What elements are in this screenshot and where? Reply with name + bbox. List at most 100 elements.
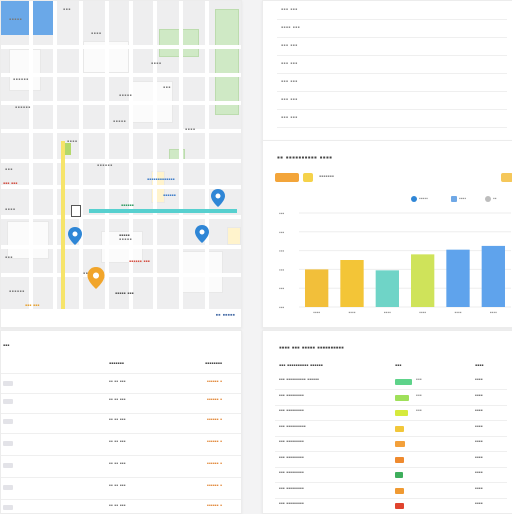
report-title: ▪▪▪▪ ▪▪▪ ▪▪▪▪▪ ▪▪▪▪▪▪▪▪▪▪ [279, 343, 344, 352]
table-row[interactable]: ▪▪ ▪▪ ▪▪▪ ▪▪▪▪▪▪ ▪ [1, 503, 241, 513]
data-table: ▪▪▪ ▪▪▪▪▪▪▪ ▪▪▪▪▪▪▪▪ ▪▪ ▪▪ ▪▪▪ ▪▪▪▪▪▪ ▪ ▪… [0, 330, 242, 514]
transit-station-icon [71, 205, 81, 217]
park-area [215, 9, 239, 115]
street-label: ▪▪▪▪ [5, 207, 16, 213]
row-label: ▪▪▪ ▪▪▪▪▪▪▪▪▪ [279, 501, 304, 507]
table-row[interactable]: ▪▪▪ ▪▪▪▪▪▪▪▪▪ ▪▪▪ ▪▪▪▪ [263, 408, 512, 421]
highway-marker [65, 143, 71, 155]
table-row[interactable]: ▪▪▪ ▪▪▪▪▪▪▪▪▪ ▪▪▪▪ [263, 439, 512, 452]
x-tick-label: ▪▪▪▪ [454, 310, 461, 316]
poi-label[interactable]: ▪▪▪ ▪▪▪ [25, 303, 40, 309]
chart-bar[interactable] [375, 270, 399, 307]
bar-value: ▪▪▪ [416, 377, 422, 383]
filter-chip[interactable] [303, 173, 313, 182]
bar-value: ▪▪▪ [416, 408, 422, 414]
progress-bar [395, 410, 408, 416]
street-label: ▪▪▪▪ [151, 61, 162, 67]
chart-bar[interactable] [446, 249, 470, 307]
poi-label[interactable]: ▪▪▪▪▪ ▪▪▪ [115, 291, 134, 297]
x-tick-label: ▪▪▪▪ [313, 310, 320, 316]
list-item[interactable]: ▪▪▪ ▪▪▪ [277, 97, 507, 110]
street-label: ▪▪▪ [63, 7, 71, 13]
table-row[interactable]: ▪▪▪ ▪▪▪▪▪▪▪▪▪ ▪▪▪▪ [263, 470, 512, 483]
chart-panel: ▪▪ ▪▪▪▪▪▪▪▪▪▪ ▪▪▪▪ ▪▪▪▪▪▪▪ ▪▪▪▪▪ ▪▪▪▪ ▪▪… [262, 140, 512, 328]
filter-chip[interactable] [501, 173, 512, 182]
row-label: ▪▪▪ ▪▪▪▪▪▪▪▪▪▪ ▪▪▪▪▪▪ [279, 377, 320, 383]
street-label: ▪▪▪▪ [67, 139, 78, 145]
y-tick-label: ▪▪▪ [279, 230, 285, 236]
filter-chip[interactable] [275, 173, 299, 182]
street-label: ▪▪▪ [5, 167, 13, 173]
poi-label[interactable]: ▪▪▪▪▪▪ ▪▪▪ [129, 259, 150, 265]
row-label: ▪▪▪ ▪▪▪▪▪▪▪▪▪ [279, 408, 304, 414]
street-label: ▪▪▪▪▪▪ [97, 163, 113, 169]
list-item[interactable]: ▪▪▪▪ ▪▪▪ [277, 25, 507, 38]
column-header[interactable]: ▪▪▪▪ [475, 363, 484, 369]
poi-label[interactable]: ▪▪▪▪▪ [119, 233, 130, 239]
street-label: ▪▪▪▪ [91, 31, 102, 37]
street-label: ▪▪▪ [83, 271, 91, 277]
table-row[interactable]: ▪▪ ▪▪ ▪▪▪ ▪▪▪▪▪▪ ▪ [1, 483, 241, 493]
list-item[interactable]: ▪▪▪ ▪▪▪ [277, 61, 507, 74]
row-value: ▪▪▪▪ [475, 501, 483, 507]
filter-row: ▪▪▪▪▪▪▪ [275, 173, 512, 185]
table-row[interactable]: ▪▪ ▪▪ ▪▪▪ ▪▪▪▪▪▪ ▪ [1, 439, 241, 449]
progress-bar [395, 487, 404, 494]
progress-bar [395, 441, 405, 447]
table-row[interactable]: ▪▪ ▪▪ ▪▪▪ ▪▪▪▪▪▪ ▪ [1, 379, 241, 389]
report-panel: ▪▪▪▪ ▪▪▪ ▪▪▪▪▪ ▪▪▪▪▪▪▪▪▪▪ ▪▪▪ ▪▪▪▪▪▪▪▪▪▪… [262, 330, 512, 514]
bar-chart: ▪▪▪▪▪▪▪▪▪▪▪▪▪▪▪▪▪▪▪▪▪▪ ▪▪▪▪ ▪▪▪▪ ▪▪▪▪ ▪▪▪▪ ▪▪… [279, 211, 511, 316]
poi-label[interactable]: ▪▪▪▪▪▪ [121, 203, 134, 209]
progress-bar [395, 379, 412, 385]
column-header[interactable]: ▪▪▪▪▪▪▪▪ [205, 361, 223, 367]
y-tick-label: ▪▪▪ [279, 286, 285, 292]
legend-label: ▪▪▪▪ [459, 196, 467, 202]
location-pin-icon[interactable] [68, 227, 82, 245]
location-pin-icon[interactable] [195, 225, 209, 243]
street-label: ▪▪▪▪▪ [9, 17, 23, 23]
list-item[interactable]: ▪▪▪ ▪▪▪ [277, 79, 507, 92]
summary-list-panel: ▪▪▪ ▪▪▪ ▪▪▪▪ ▪▪▪ ▪▪▪ ▪▪▪ ▪▪▪ ▪▪▪ ▪▪▪ ▪▪▪… [262, 0, 512, 142]
poi-label[interactable]: ▪▪▪ ▪▪▪ [3, 181, 18, 187]
street-label: ▪▪▪▪ [185, 127, 196, 133]
poi-label[interactable]: ▪▪▪▪▪▪▪▪▪▪▪▪▪ [147, 177, 175, 183]
column-header[interactable]: ▪▪▪ [395, 363, 402, 369]
column-header[interactable]: ▪▪▪ [3, 343, 10, 349]
table-row[interactable]: ▪▪▪ ▪▪▪▪▪▪▪▪▪ ▪▪▪▪ [263, 501, 512, 511]
x-tick-label: ▪▪▪▪ [348, 310, 355, 316]
x-tick-label: ▪▪▪▪ [384, 310, 391, 316]
legend-label: ▪▪▪▪▪ [419, 196, 428, 202]
column-header[interactable]: ▪▪▪ ▪▪▪▪▪▪▪▪▪▪ ▪▪▪▪▪▪ [279, 363, 323, 369]
location-pin-icon[interactable] [87, 267, 105, 289]
table-row[interactable]: ▪▪▪ ▪▪▪▪▪▪▪▪▪▪ ▪▪▪▪ [263, 424, 512, 437]
chart-bar[interactable] [340, 260, 364, 307]
progress-bar [395, 456, 404, 463]
list-item[interactable]: ▪▪▪ ▪▪▪ [277, 7, 507, 20]
row-label: ▪▪▪ ▪▪▪▪▪▪▪▪▪ [279, 470, 304, 476]
column-header[interactable]: ▪▪▪▪▪▪▪ [109, 361, 124, 367]
legend-swatch [411, 196, 417, 202]
table-row[interactable]: ▪▪▪ ▪▪▪▪▪▪▪▪▪ ▪▪▪▪ [263, 454, 512, 468]
table-row[interactable]: ▪▪ ▪▪ ▪▪▪ ▪▪▪▪▪▪ ▪ [1, 461, 241, 471]
list-item[interactable]: ▪▪▪ ▪▪▪ [277, 115, 507, 128]
table-row[interactable]: ▪▪▪ ▪▪▪▪▪▪▪▪▪ ▪▪▪ ▪▪▪▪ [263, 392, 512, 406]
table-row[interactable]: ▪▪ ▪▪ ▪▪▪ ▪▪▪▪▪▪ ▪ [1, 397, 241, 407]
row-value: ▪▪▪▪ [475, 485, 483, 492]
chart-bar[interactable] [305, 269, 329, 307]
map-canvas[interactable]: ▪▪▪▪▪ ▪▪▪ ▪▪▪▪▪▪ ▪▪▪▪ ▪▪▪▪▪ ▪▪▪ ▪▪▪▪▪▪ ▪… [1, 1, 241, 309]
chart-title: ▪▪ ▪▪▪▪▪▪▪▪▪▪ ▪▪▪▪ [277, 153, 333, 162]
list-item[interactable]: ▪▪▪ ▪▪▪ [277, 43, 507, 56]
bar-value: ▪▪▪ [416, 392, 422, 399]
legend-swatch [451, 196, 457, 202]
poi-label[interactable]: ▪▪▪▪▪▪ [163, 193, 176, 199]
chart-bar[interactable] [481, 245, 505, 307]
location-pin-icon[interactable] [211, 189, 225, 207]
row-value: ▪▪▪▪ [475, 470, 483, 476]
table-row[interactable]: ▪▪▪ ▪▪▪▪▪▪▪▪▪ ▪▪▪▪ [263, 485, 512, 499]
row-value: ▪▪▪▪ [475, 454, 483, 461]
street-label: ▪▪▪▪▪▪ [15, 105, 31, 111]
table-row[interactable]: ▪▪ ▪▪ ▪▪▪ ▪▪▪▪▪▪ ▪ [1, 417, 241, 427]
chart-bar[interactable] [411, 254, 435, 307]
table-row[interactable]: ▪▪▪ ▪▪▪▪▪▪▪▪▪▪ ▪▪▪▪▪▪ ▪▪▪ ▪▪▪▪ [263, 377, 512, 390]
street-label: ▪▪▪▪▪ [119, 93, 133, 99]
